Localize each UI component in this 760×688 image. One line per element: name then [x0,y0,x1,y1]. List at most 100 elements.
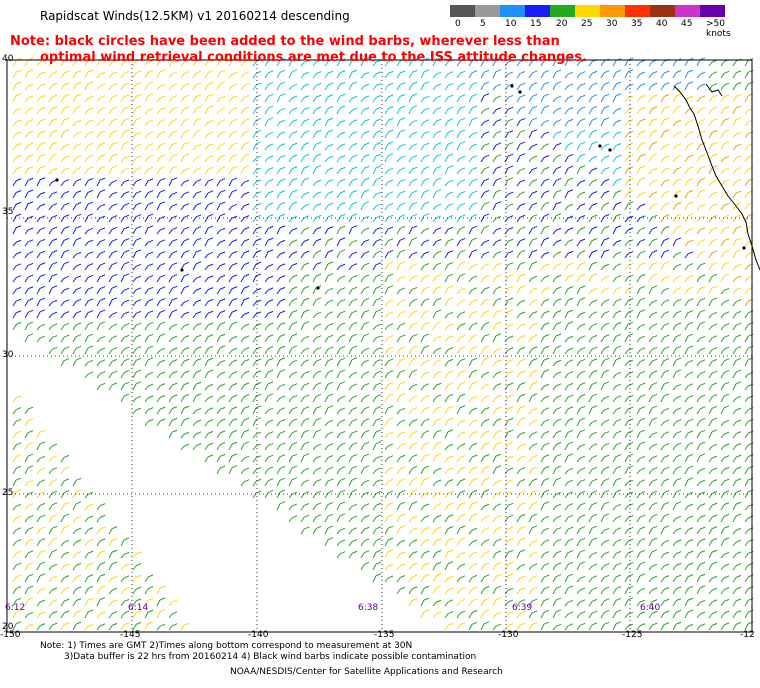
wind-barb [480,286,490,295]
wind-barb [360,550,370,559]
wind-barb [720,537,730,547]
wind-barb [660,261,670,271]
wind-barb [504,561,514,571]
wind-barb [120,273,130,283]
wind-barb [48,467,58,475]
wind-barb [696,406,706,415]
wind-barb [732,167,742,175]
wind-barb [228,347,238,355]
wind-barb [384,226,394,235]
wind-barb [468,105,478,115]
wind-barb [156,309,166,319]
wind-barb [480,107,490,115]
wind-barb [300,106,310,115]
wind-barb [420,527,430,535]
wind-barb [576,394,586,403]
wind-barb [168,297,178,307]
wind-barb [444,394,454,403]
wind-barb [684,527,694,535]
wind-barb [96,203,106,211]
wind-barb [96,597,106,607]
wind-barb [708,226,718,235]
wind-barb [12,515,22,523]
wind-barb [144,178,154,187]
wind-barb [216,213,226,223]
wind-barb [144,131,154,139]
wind-barb [252,117,262,127]
wind-barb [156,142,166,151]
wind-barb [12,442,22,451]
wind-barb [36,455,46,463]
wind-barb [648,203,658,211]
wind-barb [192,358,202,367]
wind-barb [456,537,466,547]
wind-barb [72,501,82,511]
wind-barb [408,251,418,259]
wind-barb [564,309,574,319]
wind-barb [108,238,118,247]
wind-barb [348,251,358,259]
wind-barb [492,538,502,547]
wind-barb [612,190,622,199]
wind-barb [708,490,718,499]
wind-barb [480,275,490,283]
wind-barb [672,598,682,607]
wind-barb [300,285,310,295]
wind-barb [72,598,82,607]
wind-barb [108,599,118,607]
wind-barb [552,189,562,199]
wind-barb [648,285,658,295]
wind-barb [108,118,118,127]
wind-barb [228,465,238,475]
wind-barb [420,359,430,367]
wind-barb [696,429,706,439]
wind-barb [660,249,670,259]
wind-barb [180,382,190,391]
wind-barb [156,298,166,307]
wind-barb [540,383,550,391]
wind-barb [84,310,94,319]
wind-barb [12,81,22,91]
wind-barb [648,490,658,499]
wind-barb [228,309,238,319]
wind-barb [264,357,274,367]
wind-barb [156,69,166,79]
wind-barb [552,465,562,475]
wind-barb [336,310,346,319]
wind-barb [516,563,526,571]
wind-barb [708,335,718,343]
wind-barb [516,549,526,559]
wind-barb [372,250,382,259]
wind-barb [180,393,190,403]
wind-barb [660,143,670,151]
wind-barb [84,333,94,343]
wind-barb [684,81,694,91]
wind-barb [408,574,418,583]
wind-barb [576,191,586,199]
wind-barb [576,382,586,391]
wind-barb [672,430,682,439]
wind-barb [696,538,706,547]
wind-barb [588,537,598,547]
wind-barb [120,393,130,403]
wind-barb [564,227,574,235]
wind-barb [216,286,226,295]
wind-barb [624,177,634,187]
wind-barb [48,549,58,559]
wind-barb [264,131,274,139]
wind-barb [612,357,622,367]
wind-barb [96,503,106,511]
wind-barb [396,525,406,535]
wind-barb [672,310,682,319]
wind-barb [252,431,262,439]
wind-barb [528,586,538,595]
wind-barb [372,405,382,415]
wind-barb [696,274,706,283]
wind-barb [324,490,334,499]
wind-barb [588,179,598,187]
wind-barb [528,275,538,283]
wind-barb [216,418,226,427]
wind-barb [384,261,394,271]
wind-barb [360,418,370,427]
wind-barb [240,370,250,379]
